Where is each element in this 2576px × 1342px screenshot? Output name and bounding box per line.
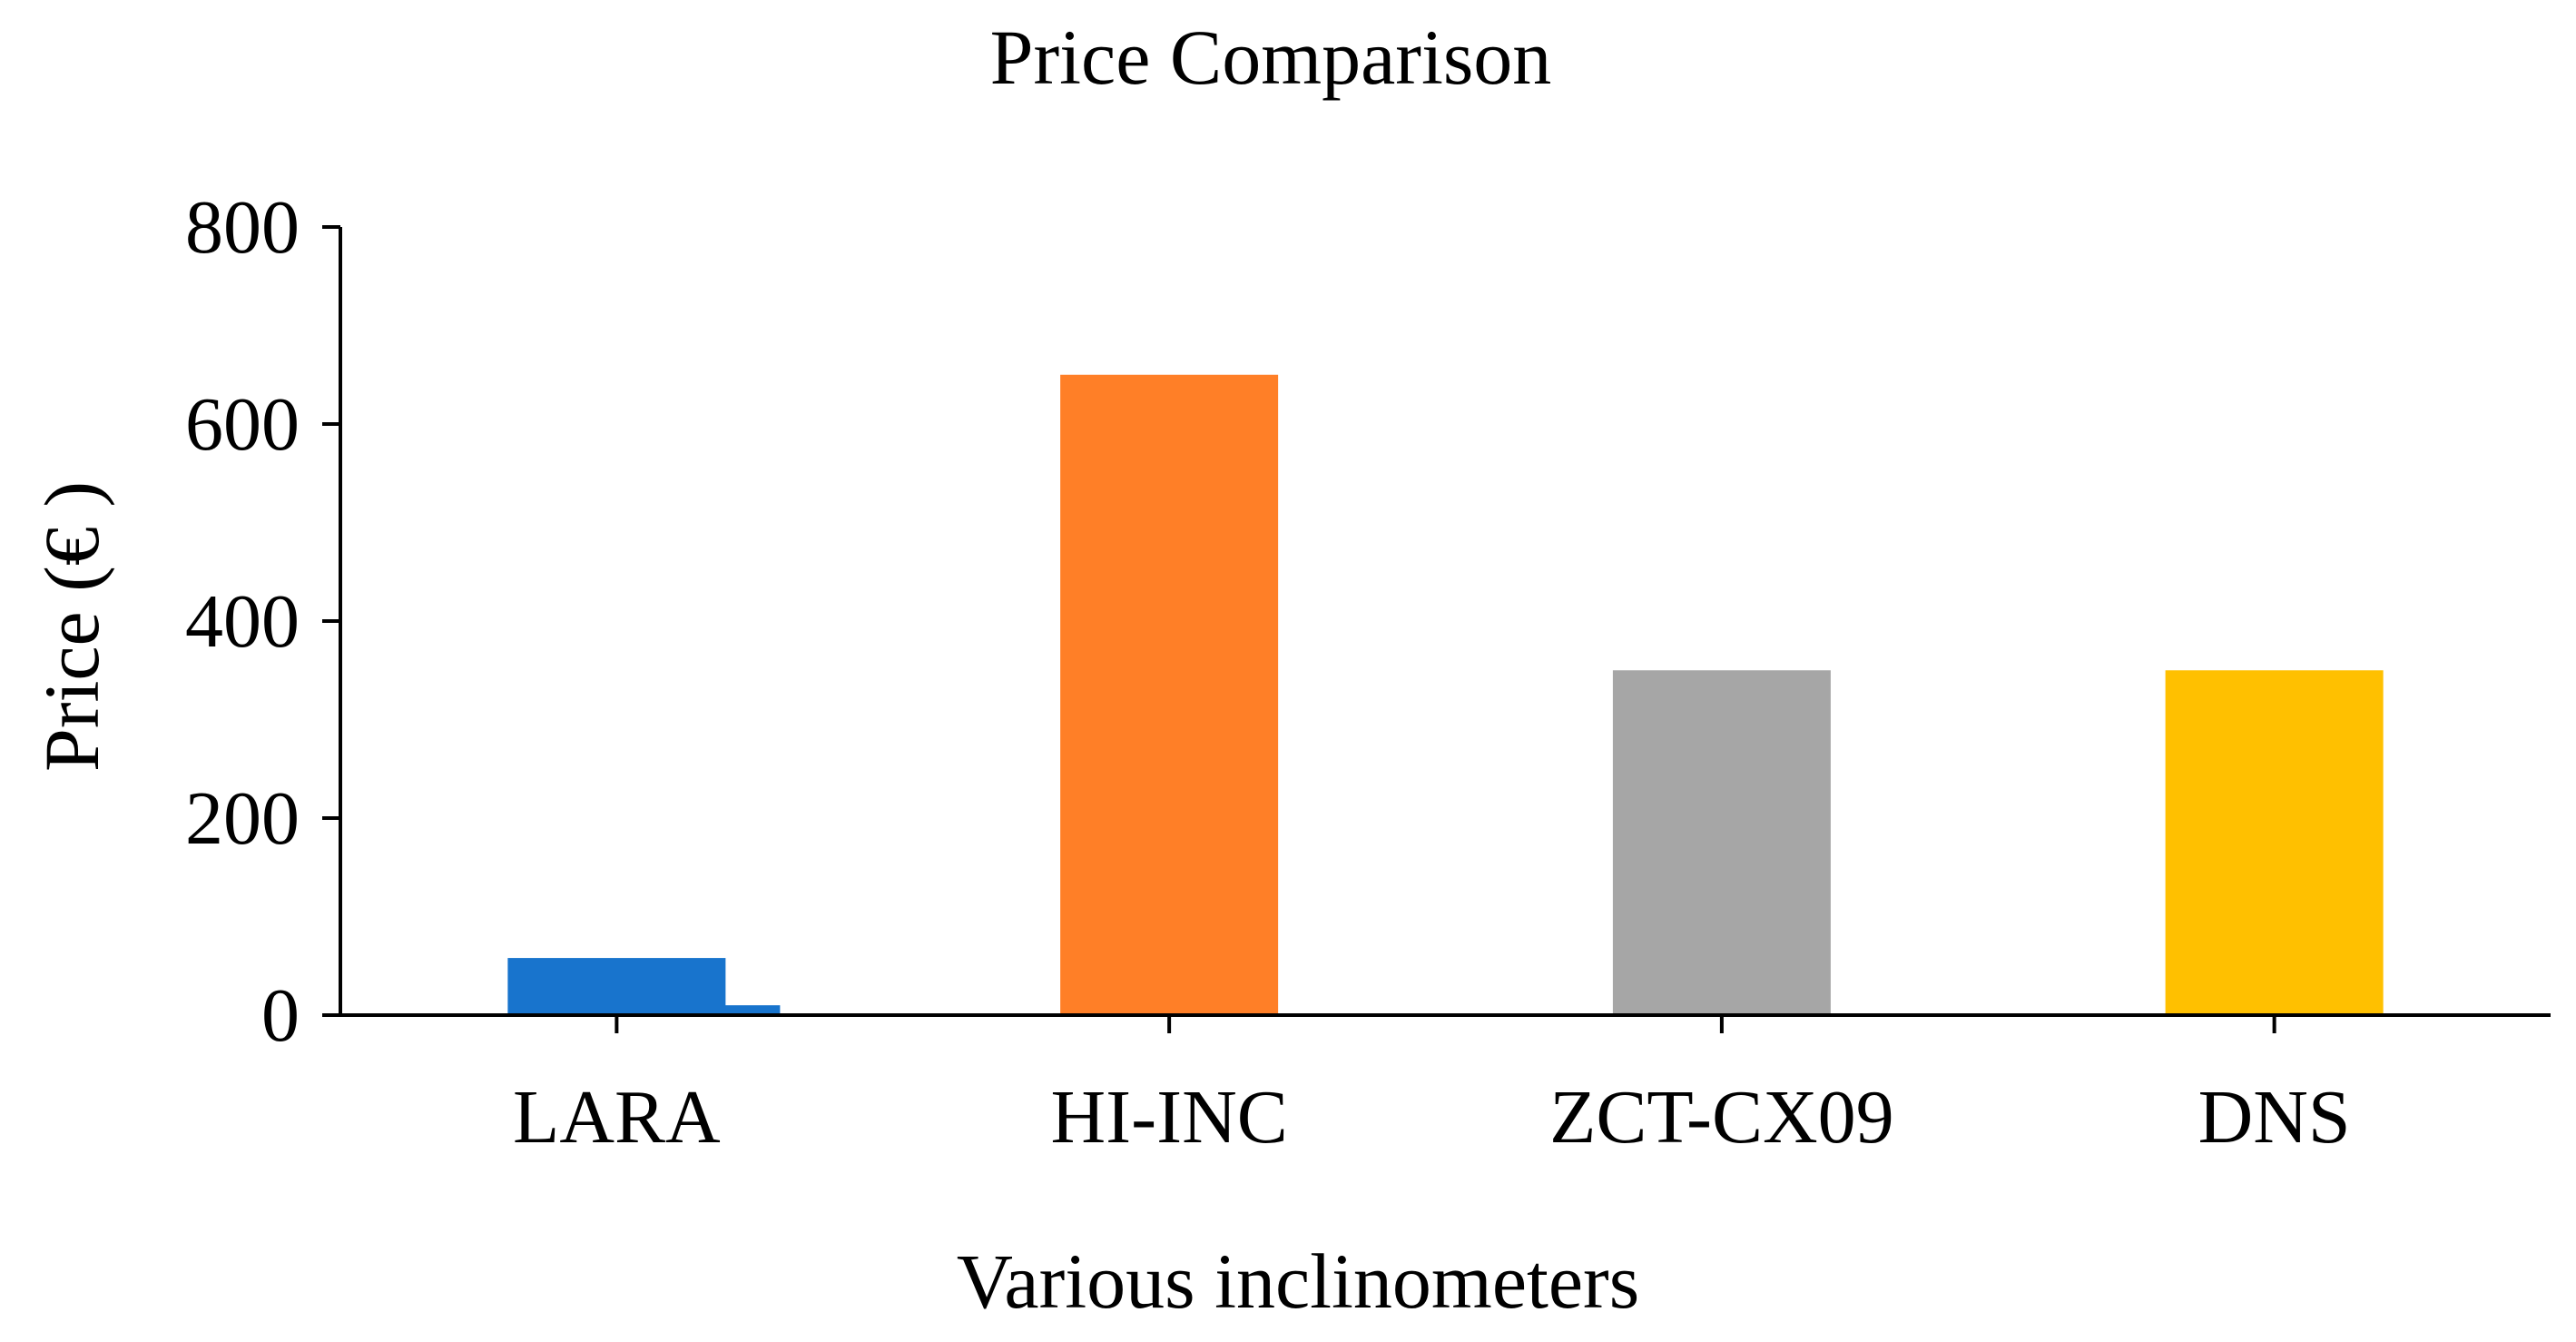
bar-dns — [2165, 670, 2384, 1015]
y-tick-label: 200 — [185, 776, 300, 861]
x-tick-label: DNS — [2198, 1075, 2351, 1159]
x-axis: LARA HI-INC ZCT-CX09 DNS — [340, 1013, 2551, 1159]
bar-hi-inc — [1060, 374, 1279, 1015]
chart-title: Price Comparison — [990, 14, 1552, 101]
y-tick-label: 0 — [261, 973, 300, 1058]
y-tick-label: 800 — [185, 185, 300, 270]
bar-lara-secondary — [675, 1005, 781, 1015]
x-tick-label: HI-INC — [1050, 1075, 1287, 1159]
x-axis-title: Various inclinometers — [957, 1238, 1639, 1325]
x-tick-label: LARA — [513, 1075, 721, 1159]
y-axis: 0 200 400 600 800 — [185, 185, 342, 1058]
y-tick-label: 400 — [185, 579, 300, 664]
bar-zct-cx09 — [1612, 670, 1831, 1015]
y-axis-title: Price (€ ) — [28, 481, 115, 772]
x-tick-label: ZCT-CX09 — [1549, 1075, 1894, 1159]
y-tick-label: 600 — [185, 382, 300, 467]
bars-group — [507, 374, 2384, 1015]
